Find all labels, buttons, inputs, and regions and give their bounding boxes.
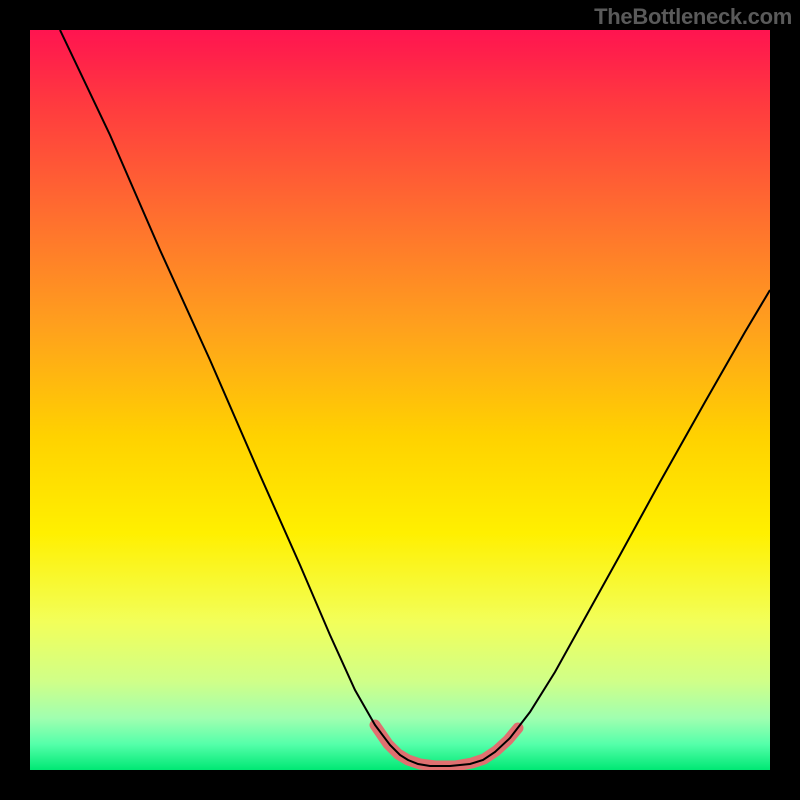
bottom-accent-line <box>375 725 518 766</box>
chart-container: TheBottleneck.com <box>0 0 800 800</box>
bottleneck-curve <box>60 30 770 766</box>
plot-area <box>30 30 770 770</box>
curve-layer <box>30 30 770 770</box>
watermark-text: TheBottleneck.com <box>594 4 792 30</box>
